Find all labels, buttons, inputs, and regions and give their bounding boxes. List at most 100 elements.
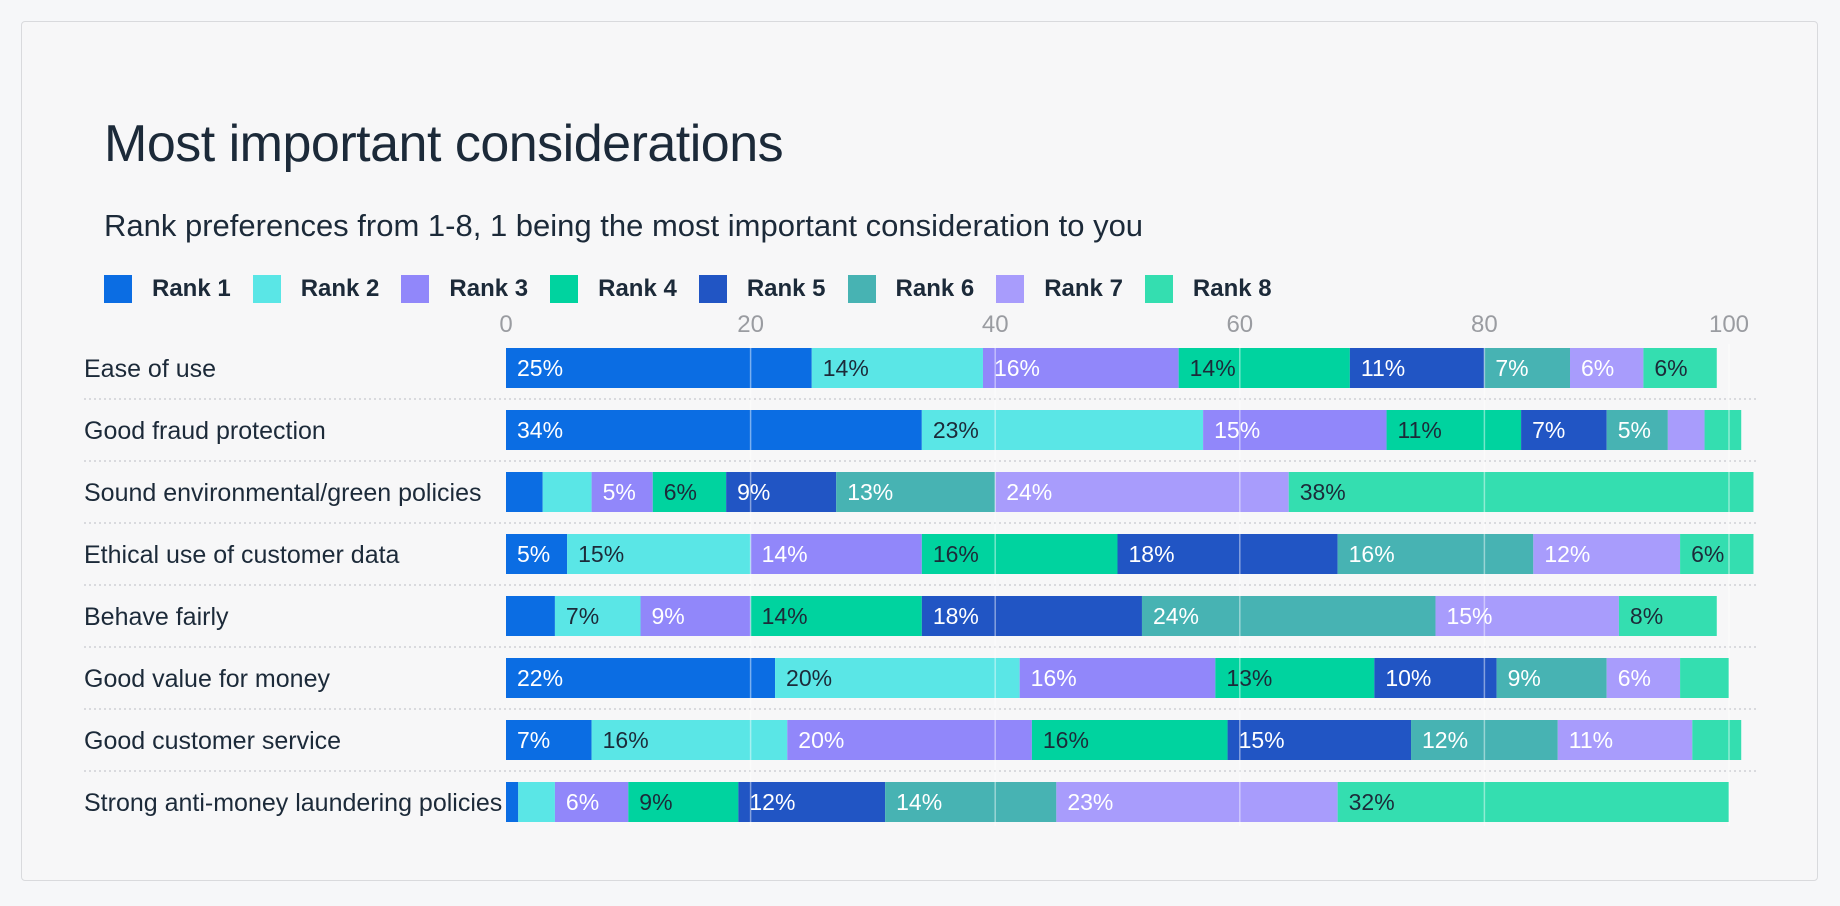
bar-segment	[1386, 410, 1522, 450]
legend: Rank 1 Rank 2 Rank 3 Rank 4 Rank 5 Rank 6 Rank…	[104, 275, 1294, 303]
bar-segment	[1643, 348, 1717, 388]
row-label: Good fraud protection	[84, 417, 326, 445]
bar-segment	[1117, 534, 1338, 574]
segment-label: 5%	[517, 541, 550, 567]
segment-label: 14%	[823, 355, 869, 381]
bar-segment	[506, 348, 812, 388]
segment-label: 14%	[762, 541, 808, 567]
legend-swatch	[252, 275, 281, 303]
row-label: Good value for money	[84, 665, 330, 693]
legend-label: Rank 6	[895, 275, 975, 302]
bar-segment	[506, 782, 519, 822]
bar-segment	[726, 472, 837, 512]
segment-label: 15%	[1446, 603, 1492, 629]
segment-label: 23%	[933, 417, 979, 443]
segment-label: 9%	[652, 603, 685, 629]
legend-label: Rank 5	[746, 275, 826, 302]
segment-label: 13%	[1226, 665, 1272, 691]
segment-label: 15%	[1214, 417, 1260, 443]
bar-segment	[1680, 534, 1754, 574]
bar-segment	[1141, 596, 1436, 636]
bar-segment	[1692, 720, 1742, 760]
segment-label: 9%	[639, 789, 672, 815]
segment-label: 23%	[1067, 789, 1113, 815]
x-tick-label: 80	[1471, 311, 1498, 338]
row-label: Strong anti-money laundering policies	[84, 789, 502, 817]
legend-swatch	[550, 275, 579, 303]
segment-label: 5%	[1618, 417, 1651, 443]
bar-segment	[1215, 658, 1375, 698]
segment-label: 25%	[517, 355, 563, 381]
bar-segment	[1031, 720, 1228, 760]
segment-label: 16%	[603, 727, 649, 753]
bar-segment	[1533, 534, 1681, 574]
segment-label: 6%	[1691, 541, 1724, 567]
bar-segment	[1606, 410, 1668, 450]
bar-segment	[506, 596, 555, 636]
bar-segment	[1557, 720, 1693, 760]
segment-label: 12%	[1544, 541, 1590, 567]
bar-segment	[518, 782, 555, 822]
bar-segment	[1680, 658, 1729, 698]
segment-label: 6%	[1654, 355, 1687, 381]
x-tick-label: 60	[1226, 311, 1253, 338]
bar-segment	[738, 782, 886, 822]
legend-label: Rank 3	[449, 275, 529, 302]
segment-label: 7%	[1532, 417, 1565, 443]
bar-segment	[836, 472, 996, 512]
bar-segment	[921, 596, 1142, 636]
bar-segment	[775, 658, 1020, 698]
legend-label: Rank 4	[598, 275, 677, 302]
bar-segment	[542, 472, 592, 512]
bar-segment	[506, 472, 543, 512]
segment-label: 11%	[1361, 355, 1405, 381]
bar-segment	[1288, 472, 1754, 512]
bar-segment	[1667, 410, 1705, 450]
bar-segment	[640, 596, 751, 636]
bar-segment	[750, 596, 922, 636]
row-label: Ease of use	[84, 355, 216, 383]
bar-segment	[921, 410, 1204, 450]
segment-label: 16%	[994, 355, 1040, 381]
bar-segment	[1606, 658, 1681, 698]
legend-swatch	[401, 275, 430, 303]
bar-segment	[1570, 348, 1644, 388]
segment-label: 32%	[1349, 789, 1395, 815]
bar-segment	[885, 782, 1057, 822]
segment-label: 16%	[1031, 665, 1077, 691]
segment-label: 12%	[749, 789, 795, 815]
bar-segment	[554, 782, 629, 822]
segment-label: 9%	[1508, 665, 1541, 691]
legend-swatch	[104, 275, 132, 303]
segment-label: 6%	[664, 479, 697, 505]
bar-segment	[567, 534, 751, 574]
bar-segment	[787, 720, 1032, 760]
bar-segment	[1484, 348, 1571, 388]
segment-label: 7%	[517, 727, 550, 753]
row-label: Behave fairly	[84, 603, 229, 631]
segment-label: 6%	[566, 789, 599, 815]
legend-swatch	[996, 275, 1025, 303]
bar-segment	[982, 348, 1179, 388]
chart-title: Most important considerations	[104, 115, 784, 173]
x-tick-label: 0	[499, 311, 512, 338]
bar-segment	[1618, 596, 1717, 636]
legend-item: Rank 4	[550, 275, 677, 303]
bar-segment	[628, 782, 739, 822]
segment-label: 16%	[933, 541, 979, 567]
segment-label: 8%	[1630, 603, 1663, 629]
segment-label: 15%	[578, 541, 624, 567]
legend-item: Rank 3	[401, 275, 528, 303]
bar-segment	[1227, 720, 1412, 760]
bar-segment	[591, 472, 653, 512]
legend-swatch	[847, 275, 876, 303]
bar-segment	[1704, 410, 1742, 450]
x-tick-label: 20	[737, 311, 764, 338]
bar-segment	[591, 720, 788, 760]
segment-label: 16%	[1349, 541, 1395, 567]
legend-label: Rank 1	[152, 275, 231, 302]
bar-segment	[811, 348, 983, 388]
bar-segment	[506, 534, 568, 574]
bar-segment	[1019, 658, 1216, 698]
